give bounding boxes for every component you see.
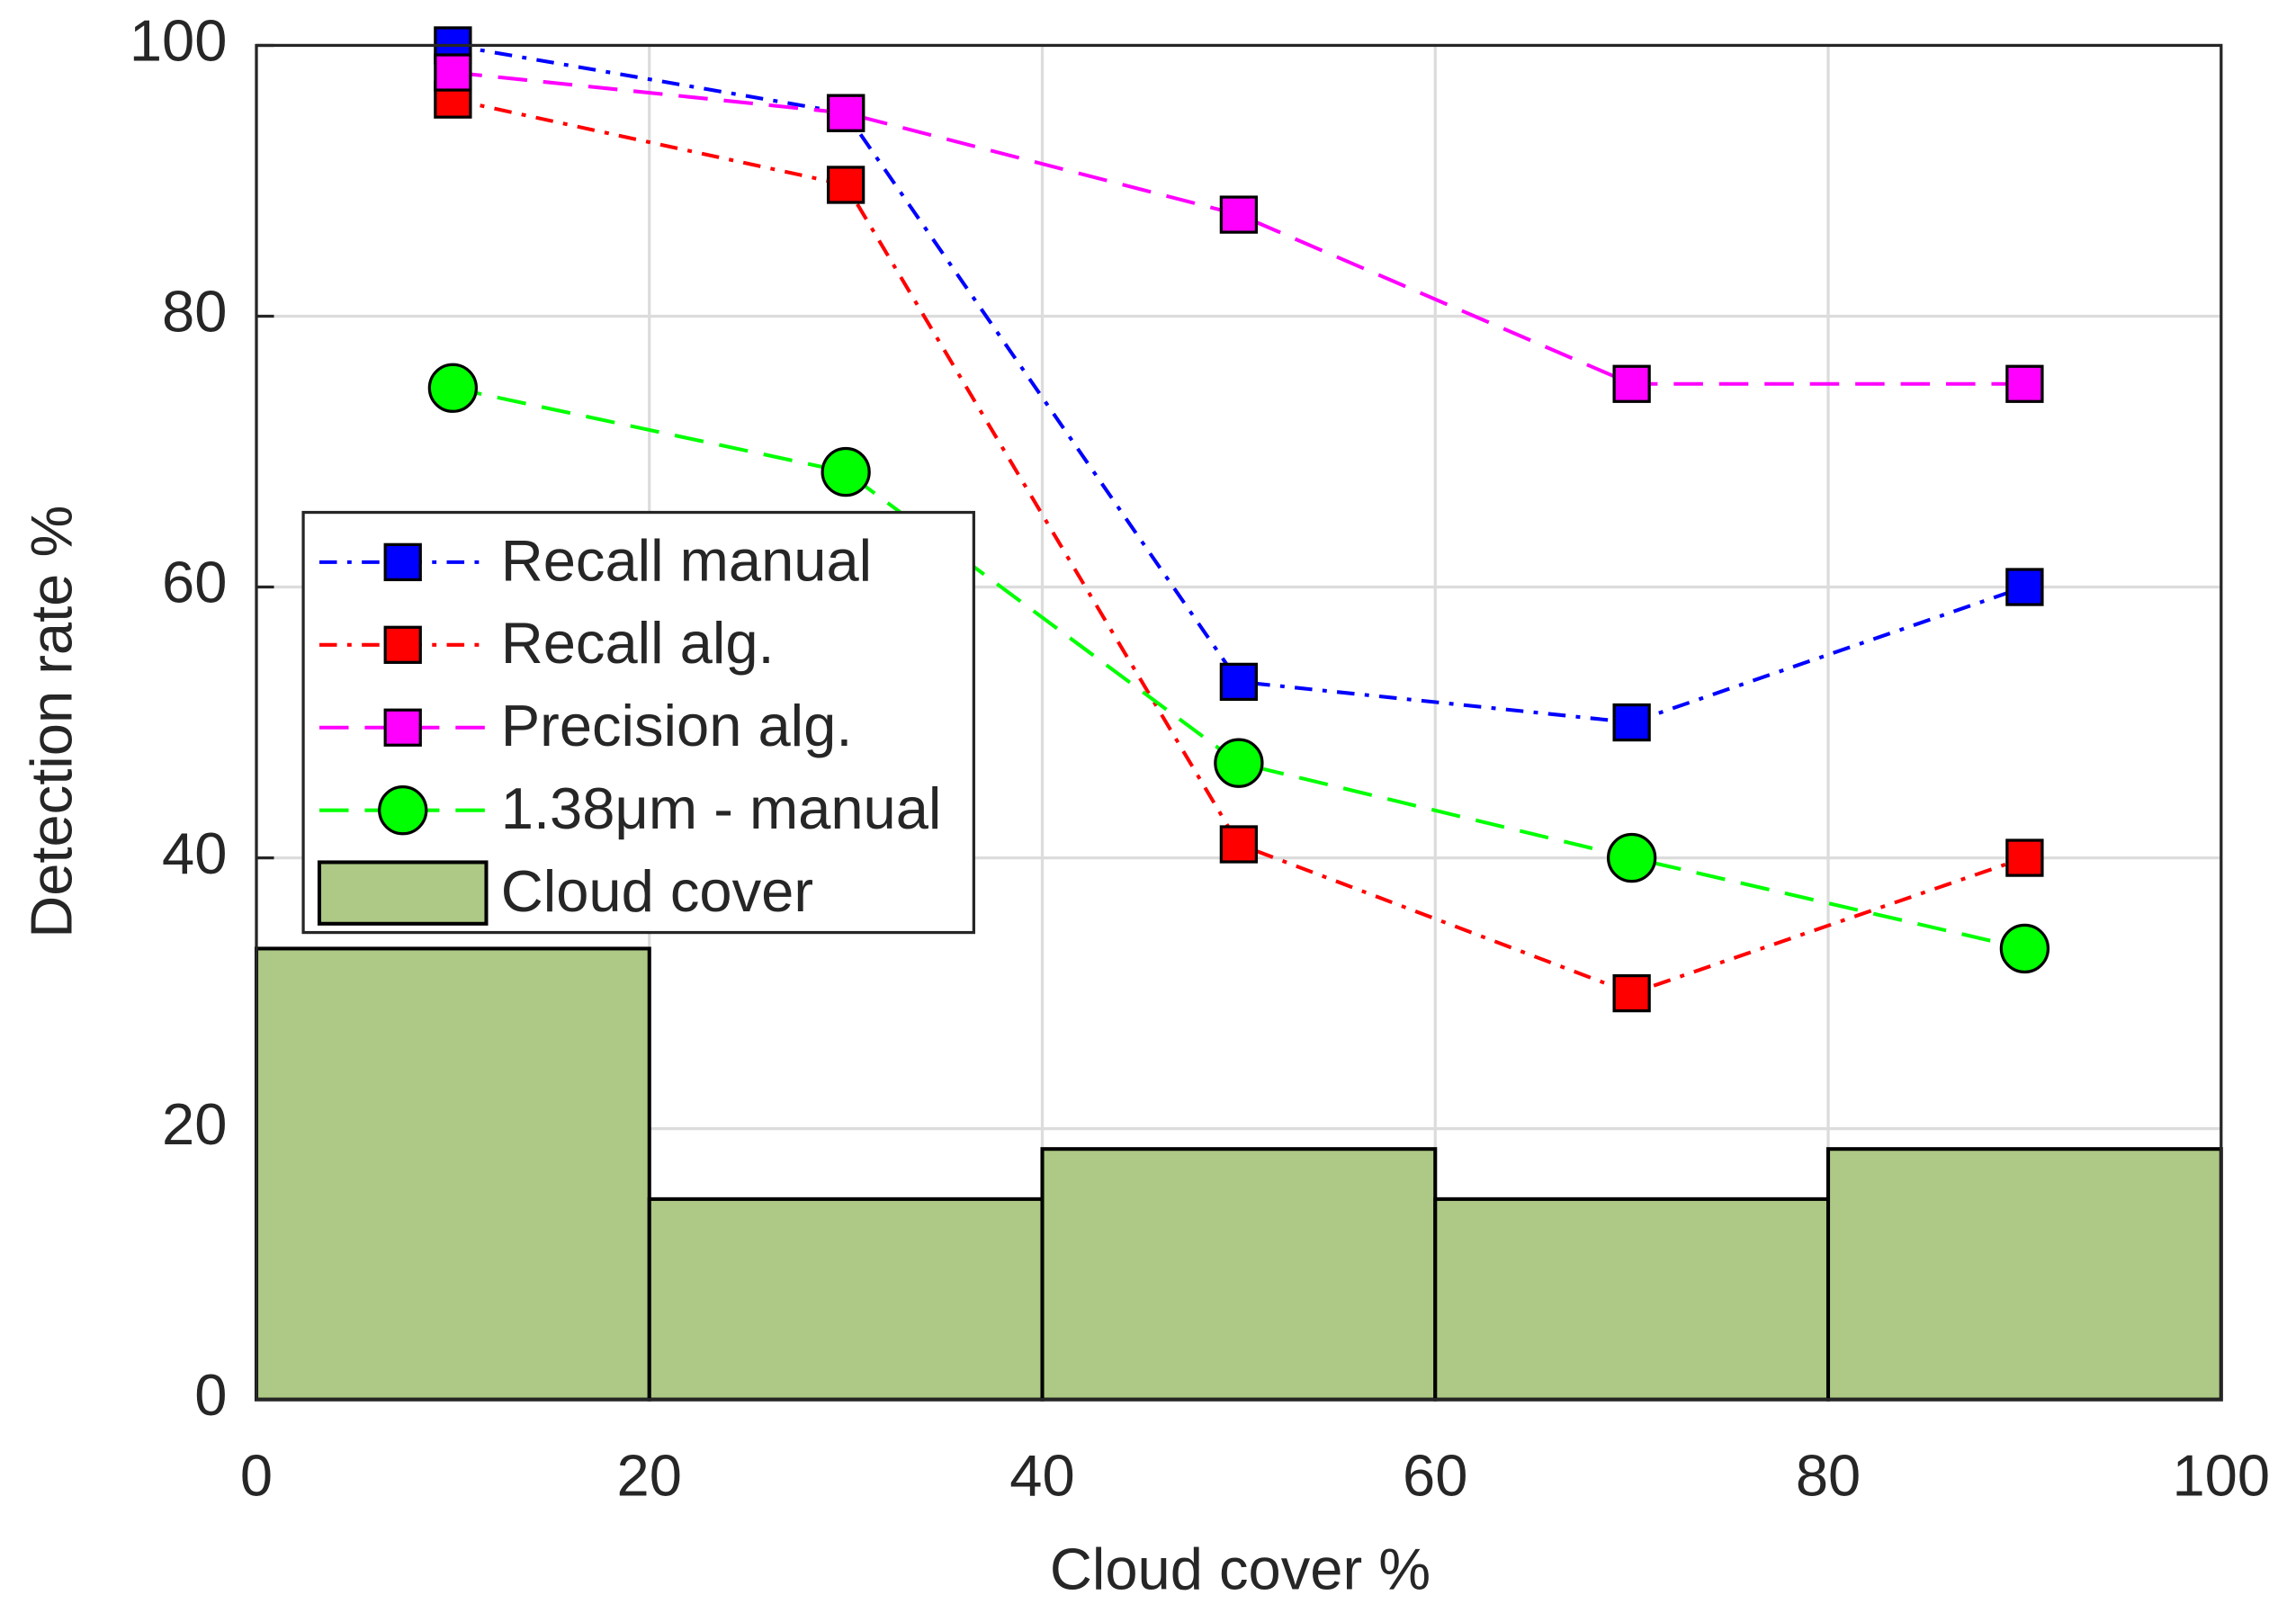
marker <box>2005 364 2044 403</box>
marker <box>1219 662 1259 702</box>
histogram-bar <box>1433 1196 1831 1402</box>
legend-label: Recall manual <box>501 527 872 593</box>
x-axis-label: Cloud cover % <box>1050 1536 1431 1601</box>
legend: Recall manual Recall alg. Precision alg. 1.… <box>301 510 975 935</box>
marker <box>821 446 871 497</box>
series-line <box>452 97 2026 996</box>
legend-label: Cloud cover <box>501 858 813 924</box>
marker <box>1606 832 1657 883</box>
y-tick-label: 40 <box>162 820 227 886</box>
x-tick-label: 60 <box>1403 1442 1467 1508</box>
histogram-bar <box>1825 1147 2223 1402</box>
y-tick-label: 60 <box>162 550 227 615</box>
legend-marker <box>383 708 422 747</box>
legend-swatch <box>317 860 489 926</box>
legend-label: Precision alg. <box>501 693 853 758</box>
marker <box>427 363 479 413</box>
y-tick-label: 100 <box>130 8 228 74</box>
y-axis-label: Detection rate % <box>18 506 84 938</box>
legend-label: Recall alg. <box>501 610 775 676</box>
x-tick-label: 80 <box>1796 1442 1861 1508</box>
x-tick-label: 0 <box>240 1442 273 1508</box>
plot-frame <box>255 43 2223 1402</box>
marker <box>1219 825 1259 864</box>
marker <box>2005 838 2044 877</box>
x-tick-label: 20 <box>617 1442 682 1508</box>
marker <box>434 53 472 92</box>
marker <box>1219 195 1259 234</box>
marker <box>1612 364 1651 403</box>
histogram-bar <box>254 946 651 1402</box>
y-tick-label: 80 <box>162 279 227 345</box>
y-tick-label: 20 <box>162 1091 227 1157</box>
y-tick-label: 0 <box>194 1362 227 1428</box>
marker <box>1214 738 1264 788</box>
x-tick-label: 40 <box>1009 1442 1074 1508</box>
marker <box>1612 703 1651 742</box>
marker <box>826 166 865 204</box>
histogram-bar <box>647 1196 1045 1402</box>
legend-label: 1.38μm - manual <box>501 775 942 841</box>
histogram-bar <box>1040 1147 1438 1402</box>
legend-marker <box>383 625 422 664</box>
legend-marker <box>383 542 422 582</box>
legend-marker <box>378 785 428 836</box>
marker <box>2005 568 2044 606</box>
marker <box>1612 973 1651 1013</box>
marker <box>1999 923 2050 974</box>
x-tick-label: 100 <box>2172 1442 2270 1508</box>
marker <box>826 94 865 132</box>
